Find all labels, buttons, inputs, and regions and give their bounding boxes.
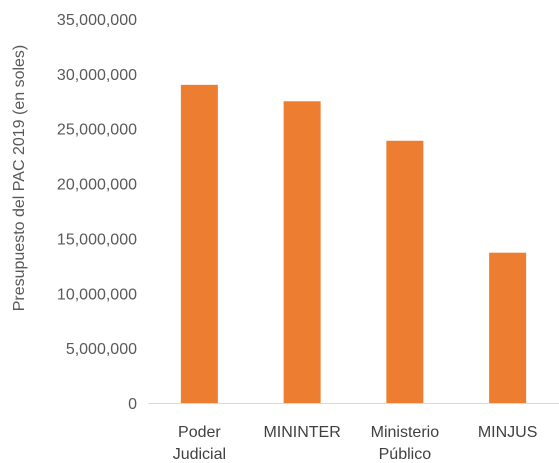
y-tick-label: 0 xyxy=(128,396,137,413)
category-labels: Poder Judicial MININTER Ministerio Público MI… xyxy=(173,424,538,463)
y-axis-label: Presupuesto del PAC 2019 (en soles) xyxy=(11,45,28,312)
y-tick-label: 15,000,000 xyxy=(57,231,137,248)
y-axis-ticks: 0 5,000,000 10,000,000 15,000,000 20,000,000… xyxy=(57,12,137,413)
y-tick-label: 20,000,000 xyxy=(57,177,137,194)
bar xyxy=(180,84,218,403)
y-tick-label: 10,000,000 xyxy=(57,286,137,303)
x-tick-label: MINJUS xyxy=(478,424,538,441)
y-tick-label: 35,000,000 xyxy=(57,12,137,29)
bars xyxy=(180,84,527,404)
y-tick-label: 25,000,000 xyxy=(57,122,137,139)
bar xyxy=(283,101,321,404)
x-tick-label: Poder Judicial xyxy=(173,424,226,463)
bar xyxy=(386,140,424,404)
bar xyxy=(489,252,527,403)
y-tick-label: 5,000,000 xyxy=(66,341,137,358)
x-tick-label: MININTER xyxy=(263,424,340,441)
y-tick-label: 30,000,000 xyxy=(57,67,137,84)
x-tick-label: Ministerio Público xyxy=(371,424,440,463)
